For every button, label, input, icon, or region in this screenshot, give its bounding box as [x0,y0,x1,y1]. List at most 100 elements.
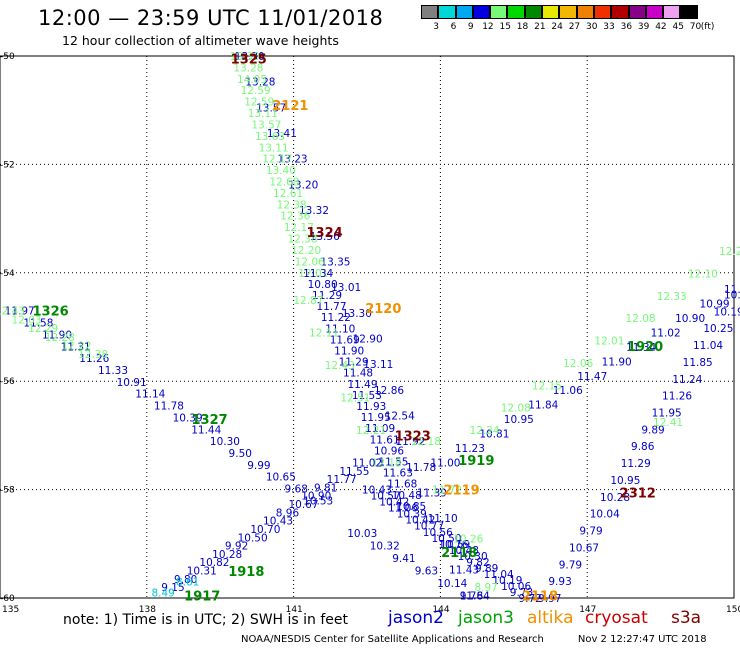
swh-value: 10.48 [449,545,479,557]
swh-value: 11.31 [61,341,91,353]
swh-value: 13.30 [342,308,372,320]
swh-value: 10.19 [714,306,740,318]
pass-label: 1917 [184,589,220,604]
swh-value: 10.67 [288,499,318,511]
swh-value: 10.76 [438,539,468,551]
satellite-jason3: jason3 [458,608,514,628]
swh-value: 10.26 [453,533,483,545]
color-swatch [524,5,543,19]
swh-value: 12.38 [287,234,317,246]
swh-value: 9.97 [538,593,561,605]
swh-value: 11.92 [395,436,425,448]
swh-value: 10.90 [675,313,705,325]
color-scale-label: 9 [467,22,474,32]
pass-label: 1323 [395,429,431,444]
swh-value: 10.28 [212,549,242,561]
swh-value: 11.29 [312,290,342,302]
color-scale-label: 21 [534,22,546,32]
swh-value: 11.90 [334,345,364,357]
swh-value: 11.84 [528,400,558,412]
swh-value: 12.28 [45,332,75,344]
swh-value: 10.95 [610,475,640,487]
swh-value: 11.10 [428,513,458,525]
swh-value: 12.59 [244,97,274,109]
satellite-s3a: s3a [671,608,702,628]
swh-value: 12.86 [374,385,404,397]
swh-value: 11.06 [388,503,418,515]
swh-value: 9.80 [174,574,197,586]
satellite-altika: altika [527,608,574,628]
swh-value: 11.23 [455,443,485,455]
color-scale-label: 18 [516,22,529,32]
swh-value: 12.22 [61,340,91,352]
color-swatch [421,5,439,19]
pass-label: 2118 [522,589,558,604]
swh-value: 12.17 [284,222,314,234]
footer-credit: NOAA/NESDIS Center for Satellite Applica… [241,634,544,645]
swh-value: 10.56 [423,527,453,539]
swh-value: 13.57 [251,119,281,131]
swh-value: 14.05 [237,74,267,86]
pass-label: 2119 [444,484,480,499]
y-tick-label: -52 [0,160,15,170]
pass-label: 2120 [365,302,401,317]
color-scale-label: 27 [568,22,581,32]
swh-value: 12.06 [563,358,593,370]
y-tick-label: -60 [0,594,15,604]
swh-value: 11.90 [602,356,632,368]
swh-value: 11.78 [154,401,184,413]
pass-label: 1327 [192,413,228,428]
swh-value: 10.80 [308,279,338,291]
swh-value: 11.04 [693,340,723,352]
color-scale-label: 15 [499,22,511,32]
swh-value: 11.68 [387,479,417,491]
swh-value: 11.39 [417,488,447,500]
swh-value: 12.17 [262,154,292,166]
swh-value: 11.02 [651,327,681,339]
color-scale-label: 70 [689,22,702,32]
swh-value: 11.29 [621,458,651,470]
swh-value: 9.86 [631,441,655,453]
swh-value: 10.25 [703,323,733,335]
swh-value: 12.38 [277,199,307,211]
swh-value: 10.95 [504,414,534,426]
swh-value: 10.32 [370,540,400,552]
swh-value: 12.43 [325,360,355,372]
swh-value: 10.67 [569,542,599,554]
color-swatch [559,5,577,19]
swh-value: 9.82 [466,557,489,569]
swh-value: 11.29 [339,357,369,369]
swh-value: 11.34 [626,342,656,354]
swh-value: 12.11 [309,327,339,339]
swh-value: 11.14 [135,389,165,401]
swh-value: 11.90 [42,329,72,341]
swh-value: 9.92 [225,541,248,553]
swh-value: 10.91 [117,377,147,389]
swh-value: 13.28 [245,77,275,89]
swh-value: 10.85 [396,501,426,513]
swh-value: 10.59 [440,539,470,551]
x-tick-label: 141 [286,605,303,615]
swh-value: 11.02 [352,458,382,470]
y-tick-label: -56 [0,377,15,387]
swh-value: 12.87 [293,295,323,307]
swh-value: 9.41 [392,553,415,565]
pass-label: 2312 [620,486,656,501]
color-scale-label: 6 [450,22,457,32]
note-text: note: 1) Time is in UTC; 2) SWH is in fe… [63,612,349,628]
color-scale-label: 30 [586,22,598,32]
satellite-jason2: jason2 [388,608,444,628]
swh-value: 12.20 [719,246,740,258]
swh-value: 12.68 [269,177,299,189]
footer-timestamp: Nov 2 12:27:47 UTC 2018 [577,634,707,645]
swh-value: 13.63 [255,131,285,143]
color-scale-label: 3 [433,22,440,32]
color-swatch [663,5,681,19]
pass-label: 1918 [228,565,264,580]
swh-value: 12.90 [353,333,383,345]
swh-value: 11.33 [98,365,128,377]
swh-value: 11.10 [724,284,740,296]
swh-value: 11.78 [406,462,436,474]
swh-value: 12.38 [78,349,108,361]
